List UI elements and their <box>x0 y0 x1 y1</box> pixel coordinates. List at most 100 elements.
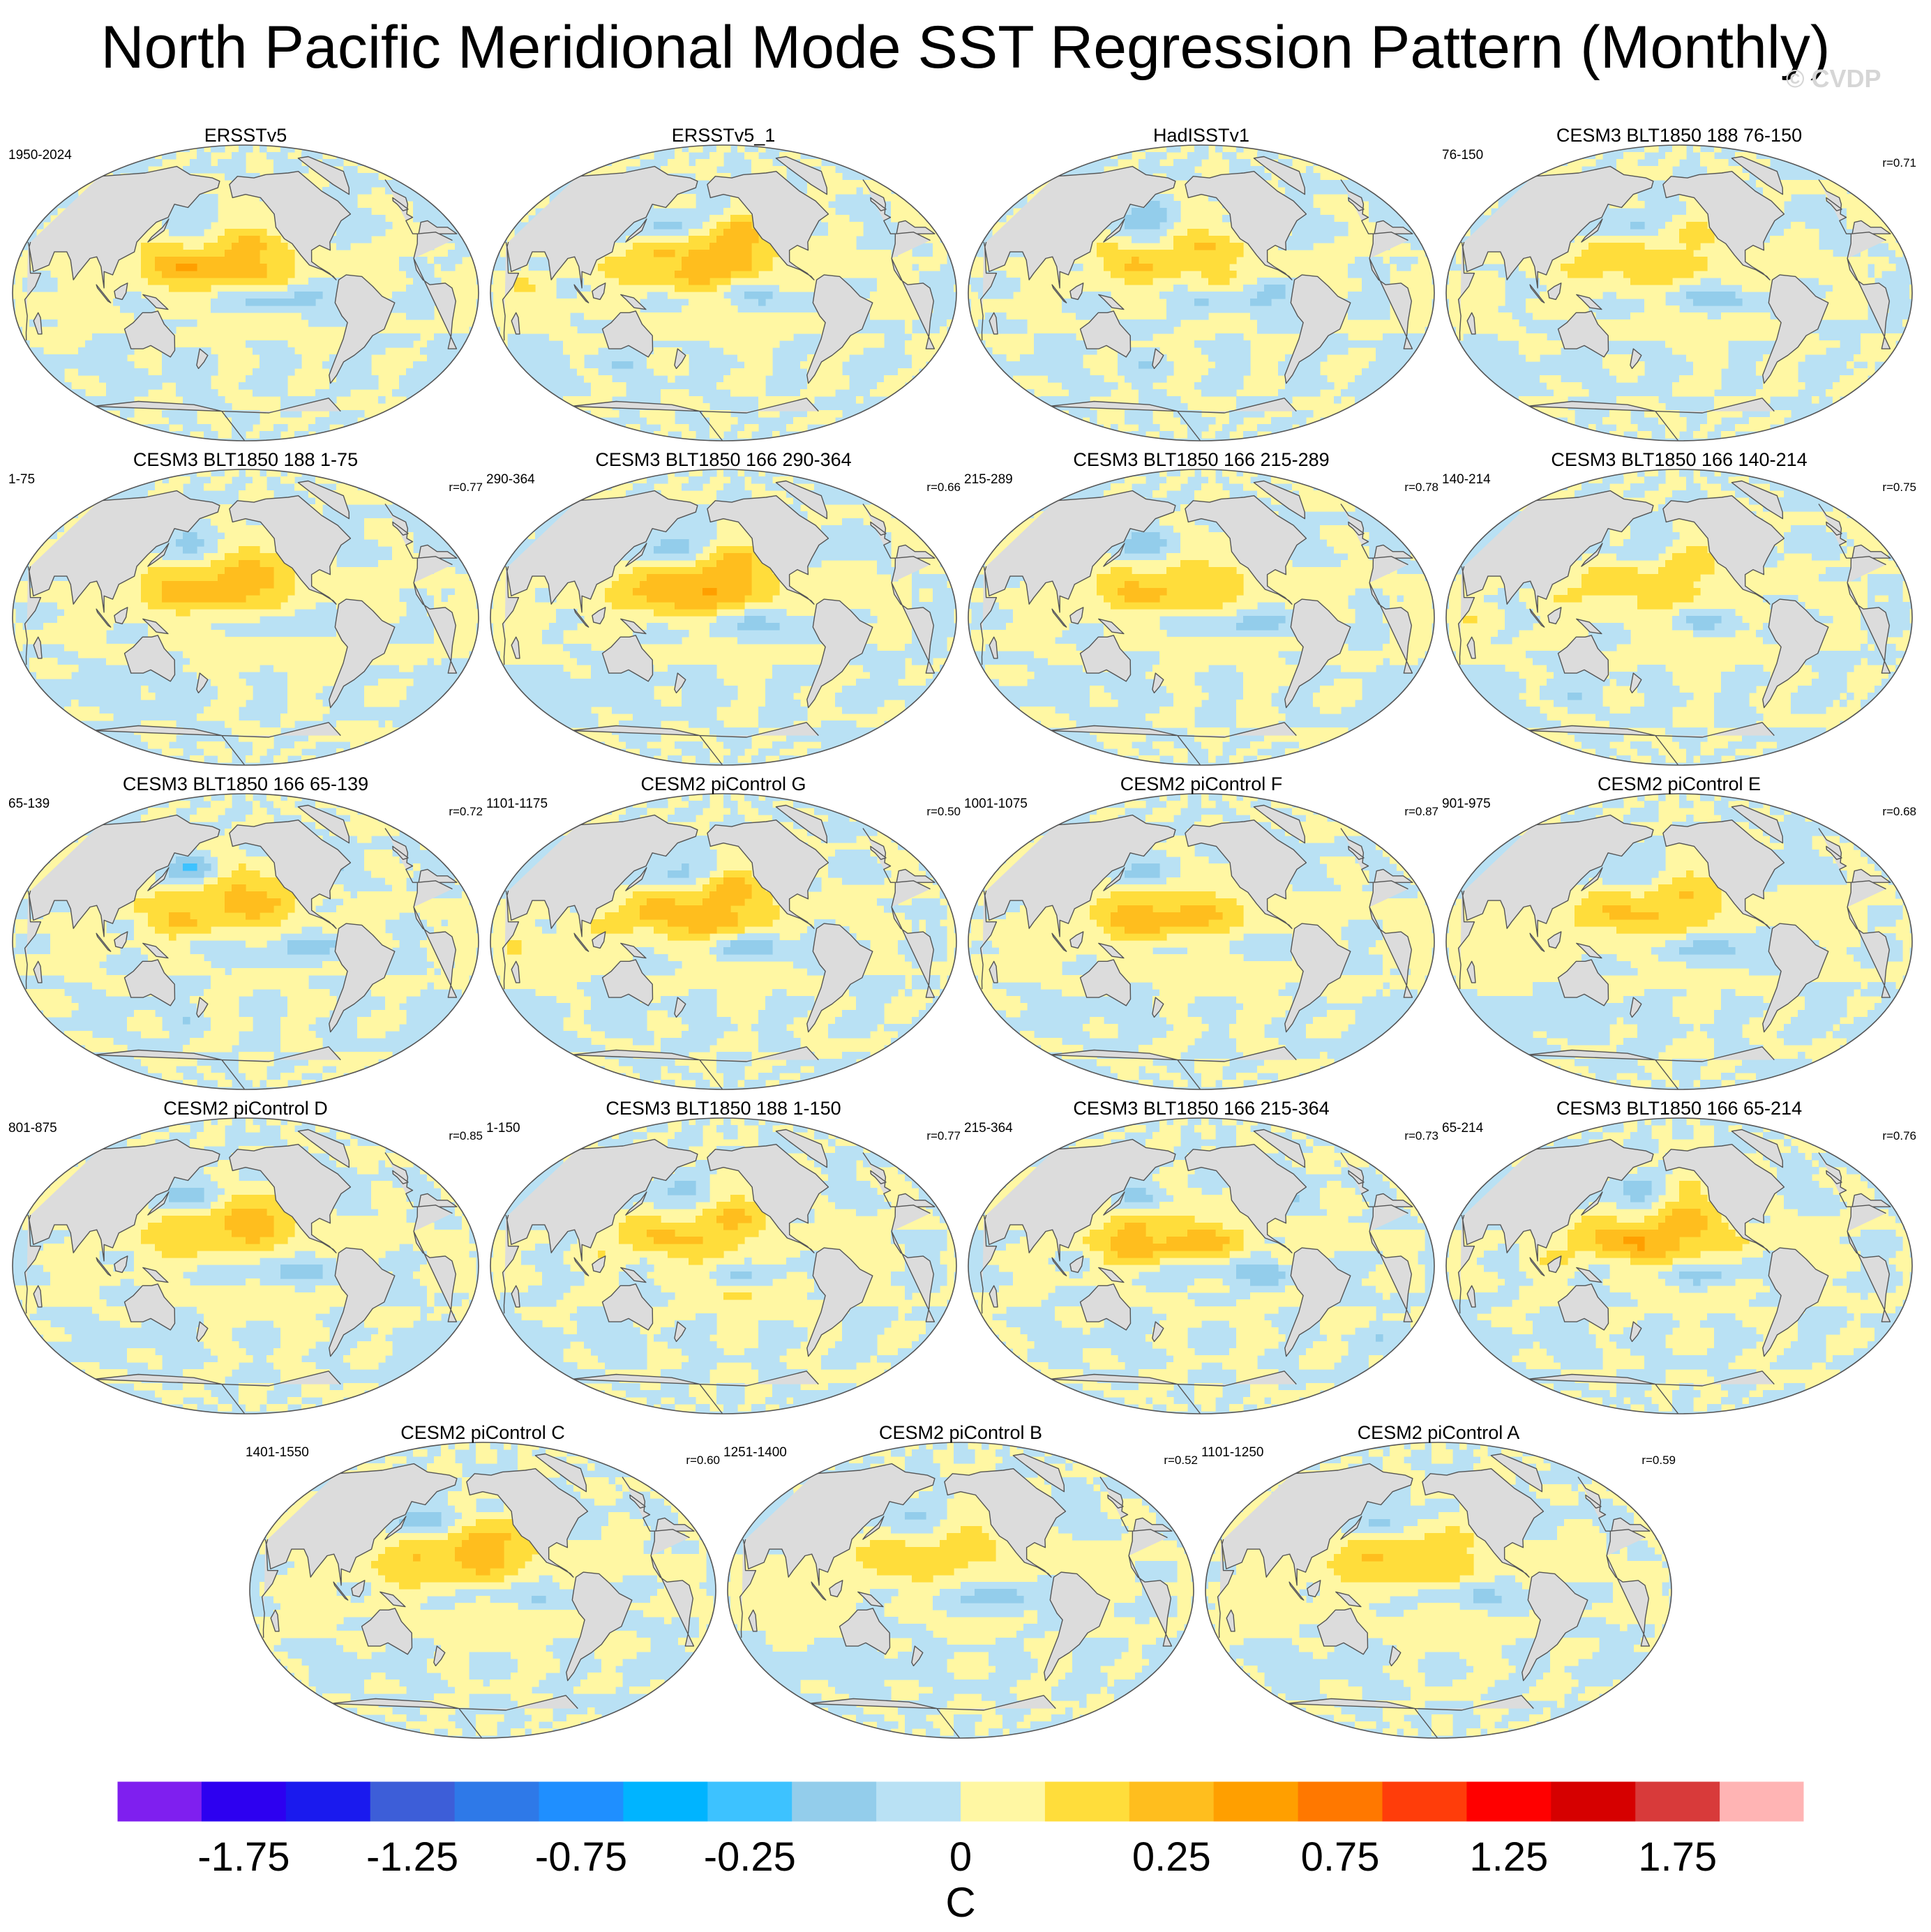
land-sumatra <box>1051 608 1067 628</box>
land-africa <box>1457 232 1891 349</box>
map-panel: CESM2 piControl B 1251-1400 r=0.52 <box>723 1421 1198 1742</box>
panel-title: CESM3 BLT1850 188 76-150 <box>1556 125 1803 146</box>
land-north-america <box>707 495 829 605</box>
land-borneo <box>1307 1580 1321 1598</box>
land-south-america <box>806 274 873 384</box>
sst-map <box>12 144 479 442</box>
land-borneo <box>592 607 606 625</box>
land-antarctica <box>93 1046 341 1089</box>
land-madagascar <box>33 312 43 335</box>
sst-map <box>490 469 957 766</box>
land-greenland <box>1012 1453 1065 1493</box>
map-outline <box>1445 793 1913 1090</box>
land-new-guinea <box>142 294 169 310</box>
land-africa <box>24 232 458 349</box>
land-australia <box>1557 635 1609 682</box>
land-africa <box>502 1205 936 1322</box>
land-greenland <box>1253 156 1306 195</box>
land-uk <box>392 1170 409 1184</box>
panel-period: 215-289 <box>964 472 1013 487</box>
land-australia <box>361 1608 413 1655</box>
colorbar-swatch <box>1382 1781 1467 1822</box>
land-antarctica <box>1526 1046 1775 1089</box>
colorbar-units-label: C <box>945 1879 975 1926</box>
map-panel: HadISSTv1 <box>964 124 1438 445</box>
land-madagascar <box>33 1285 43 1308</box>
land-madagascar <box>989 636 998 659</box>
sst-contour-band <box>399 1512 546 1603</box>
land-uk <box>1348 197 1365 211</box>
land-japan <box>625 867 647 891</box>
land-japan <box>1581 218 1603 243</box>
sst-contour-band <box>1623 1237 1645 1251</box>
panel-period: 1401-1550 <box>246 1445 309 1460</box>
sst-contour-band <box>1463 546 1715 624</box>
colorbar-swatch <box>1298 1781 1383 1822</box>
land-new-guinea <box>1335 1591 1362 1608</box>
land-new-zealand <box>1152 672 1164 694</box>
land-australia <box>601 635 654 682</box>
map-panel: CESM3 BLT1850 166 290-364 290-364 r=0.66 <box>486 448 961 769</box>
land-australia <box>1316 1608 1369 1655</box>
colorbar-tick-label: -0.75 <box>535 1834 627 1880</box>
land-borneo <box>1069 607 1084 625</box>
sst-contour-band <box>1568 616 1722 700</box>
panel-title: CESM3 BLT1850 166 215-289 <box>1073 449 1330 470</box>
land-borneo <box>351 1580 366 1598</box>
land-japan <box>1103 543 1125 567</box>
land-madagascar <box>511 960 520 983</box>
land-south-america <box>806 598 873 709</box>
land-uk <box>870 1170 887 1184</box>
colorbar-tick-label: 0.75 <box>1301 1834 1380 1880</box>
land-greenland <box>297 156 350 195</box>
panel-period: 1-75 <box>8 472 36 487</box>
map-panel: ERSSTv5 1950-2024 <box>8 124 483 445</box>
land-north-america <box>1662 820 1785 929</box>
land-greenland <box>1253 480 1306 520</box>
land-madagascar <box>270 1609 280 1632</box>
land-japan <box>1103 867 1125 891</box>
land-australia <box>601 959 654 1006</box>
land-sumatra <box>1529 608 1545 628</box>
land-madagascar <box>989 312 998 335</box>
land-north-america <box>229 495 352 605</box>
map-outline <box>1445 469 1913 766</box>
map-panel: CESM3 BLT1850 188 76-150 76-150 r=0.71 <box>1442 124 1916 445</box>
land-north-america <box>229 1144 352 1253</box>
land-new-zealand <box>1152 348 1164 370</box>
map-outline <box>968 469 1435 766</box>
colorbar-swatch <box>623 1781 708 1822</box>
sst-contour-band <box>1083 1216 1244 1265</box>
sst-contour-band <box>225 1209 274 1244</box>
land-borneo <box>1547 282 1562 301</box>
colorbar-tick-label: 1.75 <box>1638 1834 1717 1880</box>
map-panel: CESM2 piControl E 901-975 r=0.68 <box>1442 773 1916 1094</box>
panel-pattern-correlation: r=0.75 <box>1882 481 1916 494</box>
sst-contour-band <box>633 553 752 610</box>
panel-period: 1001-1075 <box>964 797 1028 811</box>
land-antarctica <box>808 1695 1056 1738</box>
sst-contour-band <box>413 1533 511 1576</box>
land-madagascar <box>1226 1609 1235 1632</box>
land-greenland <box>775 804 828 844</box>
sst-contour-band <box>169 856 344 1025</box>
land-borneo <box>592 282 606 301</box>
land-new-zealand <box>196 1321 209 1343</box>
land-borneo <box>1547 931 1562 949</box>
land-australia <box>601 310 654 358</box>
land-japan <box>1103 218 1125 243</box>
land-japan <box>1340 1516 1362 1540</box>
colorbar-swatch <box>707 1781 792 1822</box>
land-south-america <box>1762 598 1829 709</box>
sst-map <box>1445 1117 1913 1414</box>
land-madagascar <box>511 1285 520 1308</box>
sst-contour-band <box>176 532 204 554</box>
panel-pattern-correlation: r=0.85 <box>449 1129 483 1142</box>
panel-title: HadISSTv1 <box>1152 125 1250 146</box>
land-new-zealand <box>1389 1645 1402 1667</box>
map-outline <box>490 144 957 442</box>
land-africa <box>1217 1529 1651 1647</box>
land-new-guinea <box>1576 618 1602 635</box>
land-new-zealand <box>196 672 209 694</box>
sst-contour-band <box>183 863 197 871</box>
